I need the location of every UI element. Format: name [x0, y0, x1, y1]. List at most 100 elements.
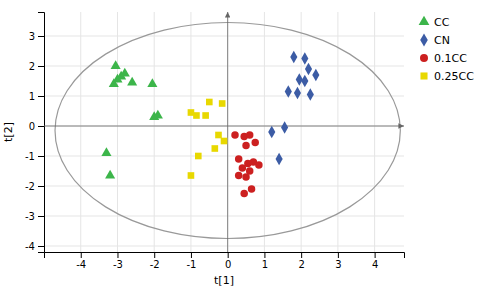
x-tick-mark: [375, 252, 376, 258]
point: [193, 112, 200, 119]
plot: -4 -3 -2 -1 0 1 2 3 4 -4 -3 -2 -1 0 1 2 3: [25, 12, 404, 270]
y-grid-line: [44, 186, 404, 187]
point: [290, 51, 297, 63]
point: [206, 99, 213, 106]
x-tick: 2: [298, 252, 304, 270]
legend-label: 0.1CC: [434, 52, 467, 65]
x-tick-label: -2: [150, 259, 160, 270]
legend-symbol: [420, 72, 427, 79]
point: [305, 63, 312, 75]
series: [101, 60, 163, 178]
points: [101, 51, 319, 197]
x-tick-label: -1: [186, 259, 196, 270]
point: [268, 126, 275, 138]
y-tick-label: 0: [29, 121, 35, 132]
x-tick-mark: [81, 252, 82, 258]
point: [301, 75, 308, 87]
x-tick: 1: [262, 252, 268, 270]
x-axis-title: t[1]: [214, 274, 234, 287]
legend-label: 0.25CC: [434, 70, 474, 83]
y-axis: -4 -3 -2 -1 0 1 2 3: [25, 13, 44, 253]
point: [246, 131, 253, 138]
legend-item: 0.25CC: [420, 70, 474, 83]
series: [268, 51, 319, 165]
point: [101, 147, 111, 156]
x-tick: -4: [76, 252, 86, 270]
point: [202, 112, 209, 119]
point: [239, 164, 246, 171]
point: [296, 73, 303, 85]
point: [188, 172, 195, 179]
y-tick: 3: [29, 31, 44, 42]
x-axis: -4 -3 -2 -1 0 1 2 3 4: [45, 252, 405, 270]
point: [281, 121, 288, 133]
y-axis-title: t[2]: [2, 122, 15, 142]
y-tick-label: -3: [25, 211, 35, 222]
point: [312, 69, 319, 81]
x-tick-label: 3: [335, 259, 341, 270]
legend-label: CC: [434, 16, 450, 29]
y-tick: -4: [25, 241, 44, 252]
y-grid-line: [44, 216, 404, 217]
y-tick: 2: [29, 61, 44, 72]
series: [231, 131, 262, 197]
y-tick-mark: [38, 156, 44, 157]
point: [240, 190, 247, 197]
legend-item: CN: [420, 33, 450, 47]
legend-symbol: [419, 16, 430, 25]
legend-symbol: [420, 33, 428, 46]
y-tick-label: 1: [29, 91, 35, 102]
x-grid-line: [227, 12, 228, 252]
x-tick-mark: [154, 252, 155, 258]
y-tick: -2: [25, 181, 44, 192]
series: [188, 99, 228, 179]
y-tick: -3: [25, 211, 44, 222]
y-tick-mark: [38, 96, 44, 97]
x-tick-label: -4: [76, 259, 86, 270]
x-tick: -3: [113, 252, 123, 270]
point: [211, 145, 218, 152]
point: [301, 52, 308, 64]
y-grid-line: [44, 66, 404, 67]
x-tick-mark: [117, 252, 118, 258]
point: [235, 172, 242, 179]
point: [307, 88, 314, 100]
point: [120, 68, 130, 77]
y-tick-mark: [38, 36, 44, 37]
y-tick: -1: [25, 151, 44, 162]
chart: -4 -3 -2 -1 0 1 2 3 4 -4 -3 -2 -1 0 1 2 3 t[1] t[2] CC CN 0.1…: [0, 0, 496, 288]
x-tick: 0: [225, 252, 231, 270]
x-tick-mark: [191, 252, 192, 258]
x-tick-label: 1: [262, 259, 268, 270]
y-tick-label: -2: [25, 181, 35, 192]
point: [219, 100, 226, 107]
x-tick-label: 0: [225, 259, 231, 270]
point: [242, 173, 249, 180]
y-tick-label: -1: [25, 151, 35, 162]
y-tick-mark: [38, 216, 44, 217]
point: [153, 110, 163, 119]
y-grid-line: [44, 96, 404, 97]
point: [105, 170, 115, 179]
y-tick-label: 2: [29, 61, 35, 72]
legend-item: 0.1CC: [420, 52, 467, 65]
x-tick-mark: [338, 252, 339, 258]
x-tick-mark: [301, 252, 302, 258]
y-tick-mark: [38, 126, 44, 127]
point: [109, 78, 119, 87]
point: [276, 153, 283, 165]
x-zero-arrow: [44, 126, 404, 127]
point: [294, 87, 301, 99]
legend-label: CN: [434, 34, 450, 47]
y-grid-line: [44, 126, 404, 127]
point: [242, 142, 249, 149]
point: [127, 77, 137, 86]
point: [235, 155, 242, 162]
point: [231, 131, 238, 138]
point: [248, 185, 255, 192]
legend-item: CC: [419, 16, 450, 29]
x-tick-mark: [228, 252, 229, 258]
x-axis-line: [45, 253, 405, 259]
x-tick: 4: [372, 252, 378, 270]
y-tick-label: -4: [25, 241, 35, 252]
